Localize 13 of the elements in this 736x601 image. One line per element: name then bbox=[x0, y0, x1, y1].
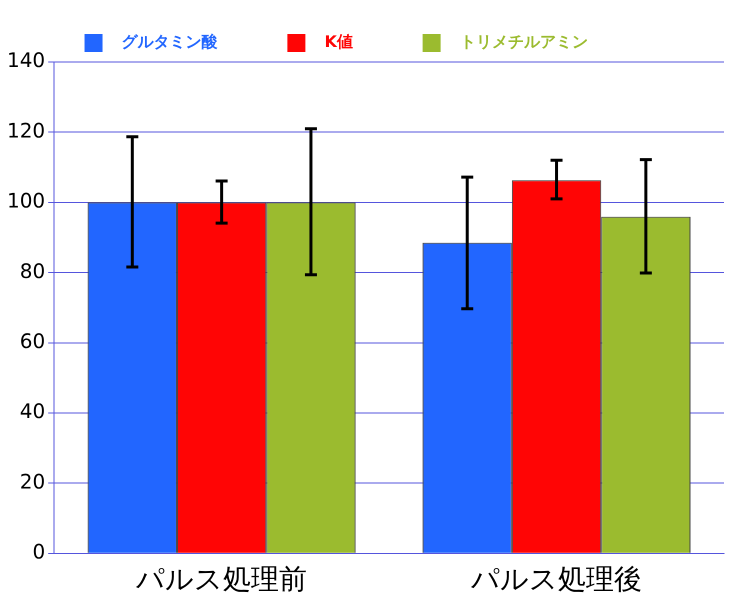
x-tick-label: パルス処理前 bbox=[135, 562, 308, 596]
x-tick-label: パルス処理後 bbox=[470, 562, 642, 596]
y-tick-label: 60 bbox=[20, 329, 46, 354]
y-tick-label: 120 bbox=[6, 118, 46, 142]
y-tick-label: 40 bbox=[20, 399, 46, 424]
y-tick-label: 80 bbox=[20, 258, 46, 283]
y-tick-label: 0 bbox=[32, 540, 46, 564]
y-tick-label: 20 bbox=[20, 469, 46, 494]
y-tick-label: 100 bbox=[6, 188, 46, 213]
y-tick-label: 140 bbox=[6, 48, 46, 72]
legend-label: トリメチルアミン bbox=[448, 32, 644, 52]
legend-label: グルタミン酸 bbox=[110, 32, 274, 52]
legend-label: K値 bbox=[313, 32, 409, 52]
